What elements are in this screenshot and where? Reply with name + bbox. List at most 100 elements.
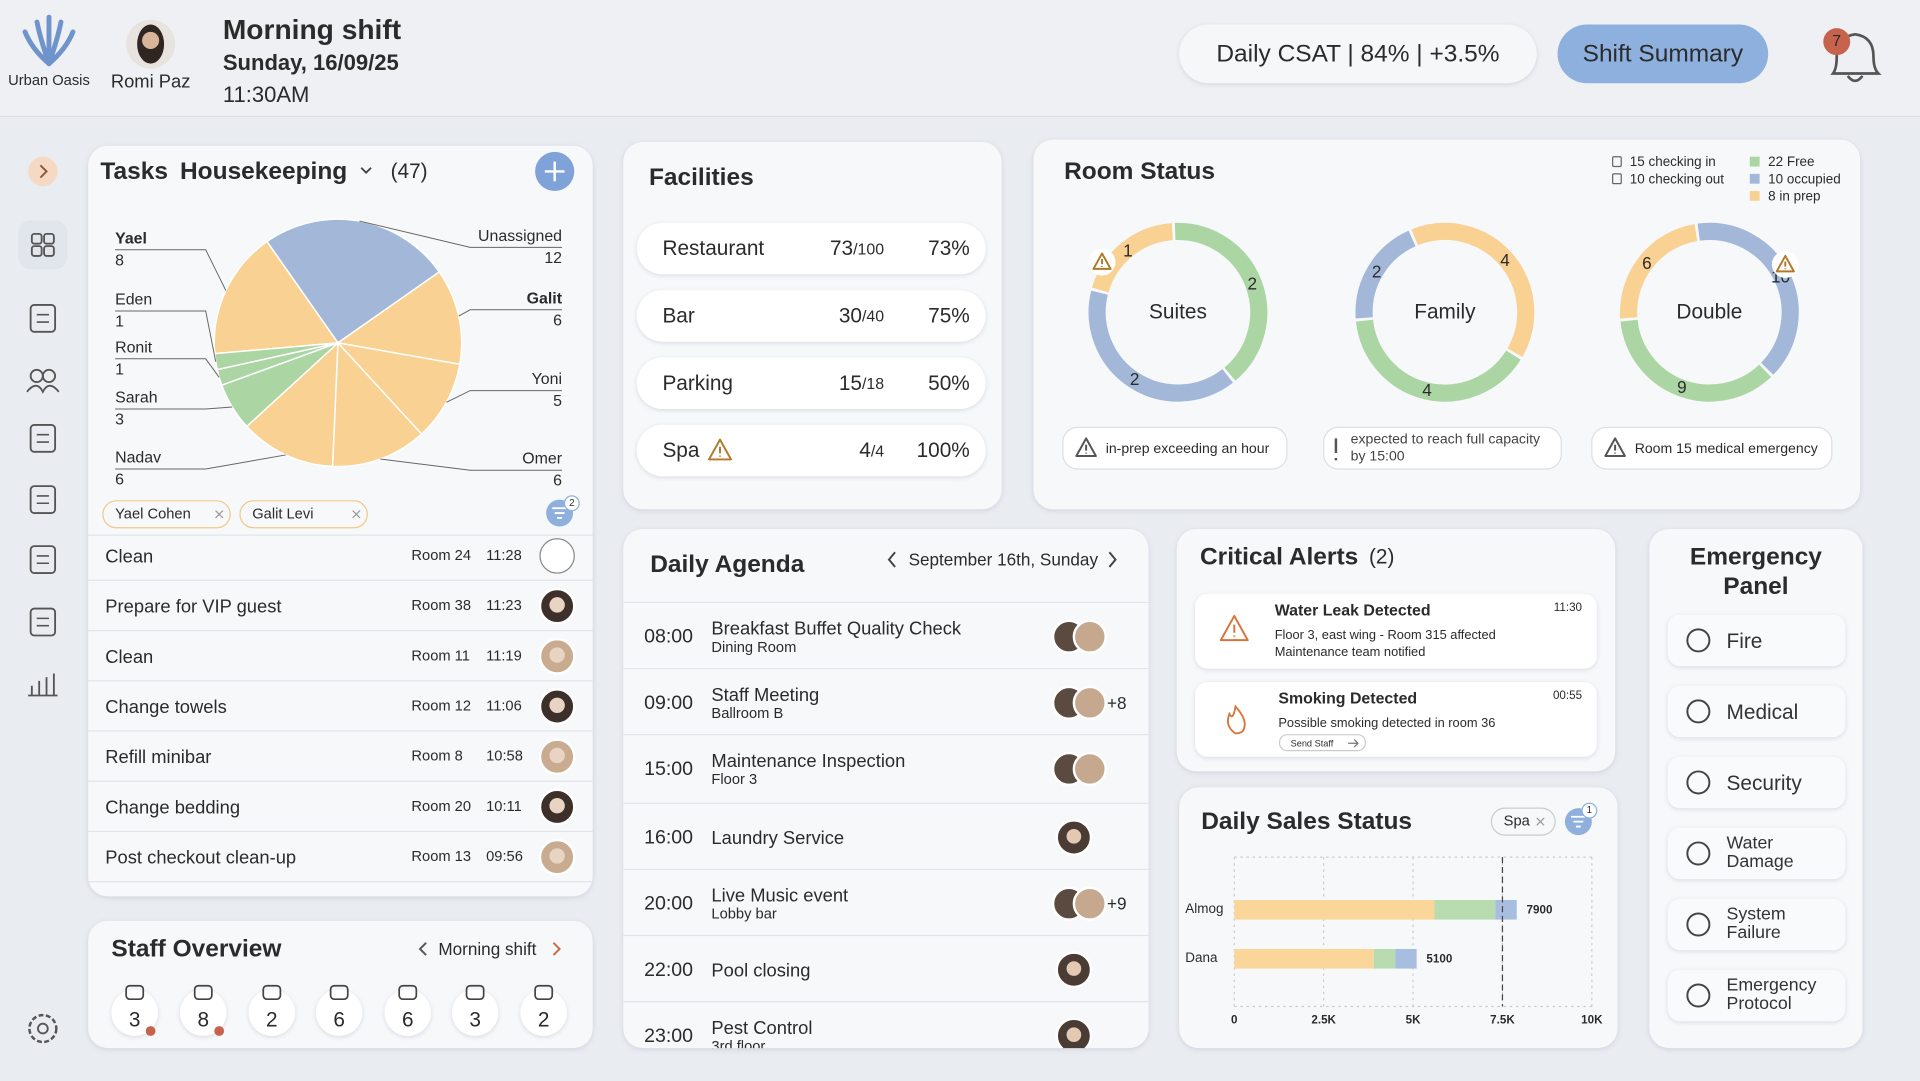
prev-day[interactable] [887,551,896,568]
agenda-time: 16:00 [644,827,693,849]
emergency-button[interactable] [1667,685,1846,738]
next-day[interactable] [1108,551,1117,568]
dropdown-chevron[interactable] [360,167,372,174]
pie-label: Unassigned [478,228,562,245]
room-alert-chip[interactable] [1591,426,1833,470]
nav-active [18,220,68,270]
emergency-button[interactable] [1667,898,1846,951]
donut-segment [1088,290,1233,402]
nav-icon[interactable] [29,607,57,637]
room-alert-chip[interactable] [1323,426,1562,470]
staff-count: 2 [538,1009,550,1032]
alert-time: 11:30 [1554,601,1583,614]
facility-capacity: /18 [862,376,884,393]
donut-value: 4 [1422,380,1432,400]
settings-icon[interactable] [28,1013,58,1044]
nav-icon[interactable] [29,545,57,574]
avatar [1072,886,1107,921]
emergency-button[interactable] [1667,969,1846,1022]
nav-icon[interactable] [29,303,57,333]
avatar-face [549,747,565,764]
next-arrow[interactable] [552,942,561,956]
task-name: Change towels [105,696,226,717]
emergency-button[interactable] [1667,827,1846,880]
donut-value: 2 [1247,274,1257,294]
unassigned-slot[interactable] [539,538,575,574]
nav-icon [36,433,49,443]
room-alert-chip[interactable] [1062,426,1288,470]
facility-name: Parking [662,372,733,395]
nav-icon [36,617,49,627]
agenda-place: Lobby bar [711,907,776,923]
agenda-date: September 16th, Sunday [909,550,1099,570]
prev-arrow[interactable] [418,942,427,956]
task-room: Room 11 [411,648,470,664]
task-name: Prepare for VIP guest [105,596,281,617]
donut-segment [1620,319,1772,402]
agenda-event: Pest Control [711,1017,812,1038]
emergency-title: Emergency Panel [1689,543,1822,601]
pie-value: 6 [553,473,562,490]
pie-label: Nadav [115,449,161,466]
donut-value: 2 [1130,369,1140,389]
pie-label: Sarah [115,389,157,406]
agenda-extra: +9 [1107,894,1127,914]
leader-line [115,310,217,362]
staff-role-icon [262,984,282,1001]
emergency-button[interactable] [1667,614,1846,667]
sales-filter-chip[interactable] [1490,807,1556,836]
bell-icon[interactable] [1830,32,1882,83]
nav-icon [29,368,44,383]
chip-close [1536,817,1545,826]
donut-value: 4 [1500,250,1510,270]
facility-capacity: /40 [862,309,884,326]
agenda-time: 15:00 [644,758,693,780]
staff-count: 6 [333,1009,345,1032]
donut-segment [1355,319,1521,402]
bar-segment [1234,900,1435,920]
pie-value: 6 [553,312,562,329]
filter-badge [1581,802,1598,819]
donut-label: Family [1414,301,1476,324]
agenda-place: Dining Room [711,640,796,656]
csat-pill [1179,24,1537,84]
emergency-button[interactable] [1667,756,1846,809]
donut-value: 6 [1642,253,1652,273]
sidebar-toggle[interactable] [28,156,58,187]
filter-chip[interactable] [102,500,231,529]
agenda-list: 08:00 Breakfast Buffet Quality CheckDinin… [623,601,1149,1055]
emergency-button-label: System Failure [1726,904,1786,943]
bar-segment [1373,948,1396,969]
donut-segment [1355,230,1416,319]
nav-icon[interactable] [29,423,57,453]
staff-count-bubble [384,989,432,1036]
send-staff-label: Send Staff [1291,738,1334,748]
y-tick-label: Almog [1185,901,1223,916]
nav-icon [36,555,49,565]
x-tick-label: 7.5K [1490,1014,1515,1027]
warning-icon [1075,437,1097,457]
leader-line [458,309,563,317]
filter-chip[interactable] [239,500,368,529]
send-staff-button[interactable] [1278,734,1366,752]
alert-title: Water Leak Detected [1275,603,1431,620]
facility-row [636,290,986,342]
avatar-face [1066,961,1082,976]
nav-icon [26,384,60,394]
pie-slice [331,341,423,468]
plus [544,161,565,182]
facility-row [636,222,986,275]
nav-icon[interactable] [29,485,57,514]
pie-value: 12 [544,250,562,267]
task-room: Room 12 [411,699,471,715]
filter-count: 2 [569,498,574,509]
pie-label: Yael [115,230,147,247]
agenda-place: 3rd floor [711,1039,765,1055]
facility-used: 4 [859,439,871,462]
pie-slice [335,341,461,436]
facility-name: Bar [662,304,694,327]
sales-filter-label: Spa [1504,814,1531,830]
shift-summary-button[interactable] [1557,24,1769,84]
